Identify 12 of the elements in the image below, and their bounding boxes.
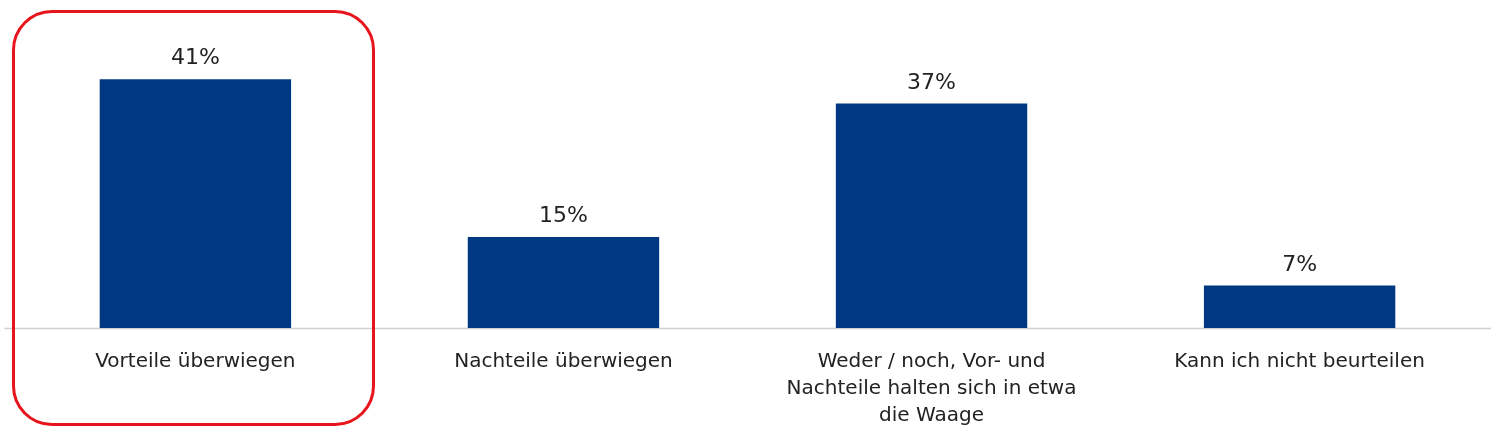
- x-tick-label: Kann ich nicht beurteilen: [1174, 347, 1425, 372]
- data-label: 7%: [1282, 250, 1318, 276]
- data-label: 37%: [907, 68, 956, 94]
- x-tick-label: Vorteile überwiegen: [95, 347, 296, 372]
- bar: [99, 79, 292, 328]
- bar: [835, 103, 1028, 328]
- data-label: 15%: [539, 202, 588, 227]
- x-tick-label: Nachteile überwiegen: [454, 347, 673, 372]
- bar: [1203, 285, 1396, 328]
- x-tick-label: Weder / noch, Vor- und Nachteile halten sich in etwa die Waage: [786, 347, 1077, 426]
- data-label: 41%: [170, 44, 220, 70]
- bar: [467, 237, 660, 328]
